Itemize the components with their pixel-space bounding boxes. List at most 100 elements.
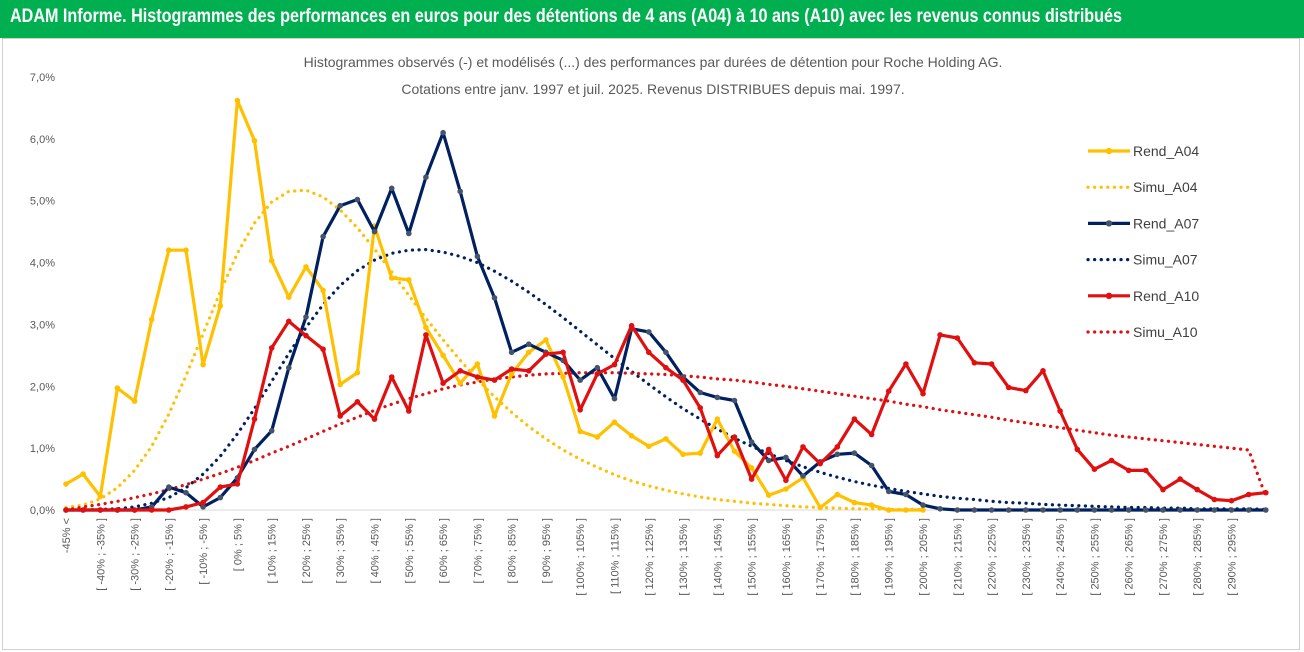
data-point [594, 364, 601, 371]
data-point [440, 129, 446, 136]
data-point [148, 507, 155, 513]
legend-item-rend-a10: Rend_A10 [1088, 288, 1199, 304]
data-point [851, 499, 858, 506]
data-point [920, 390, 926, 397]
data-point [765, 446, 772, 453]
data-point [1040, 507, 1046, 513]
data-point [1040, 368, 1046, 374]
data-point [183, 489, 189, 496]
data-point [1125, 467, 1132, 474]
data-point [234, 97, 241, 104]
data-point [320, 287, 326, 294]
legend-marker [1105, 220, 1113, 227]
data-point [680, 451, 686, 458]
data-point [474, 361, 481, 367]
legend-marker [1105, 292, 1113, 299]
data-point [765, 457, 772, 464]
data-point [851, 450, 858, 456]
chart-area: Histogrammes observés (-) et modélisés (… [2, 38, 1300, 650]
data-point [543, 337, 549, 343]
y-tick-label: 7,0% [30, 72, 55, 84]
x-tick-label: [ 290% ; 295% ] [1227, 518, 1239, 596]
data-point [166, 484, 172, 490]
data-point [148, 316, 155, 323]
data-point [748, 465, 755, 471]
legend-item-simu-a07: Simu_A07 [1086, 252, 1198, 268]
data-point [303, 332, 309, 339]
x-tick-label: [ 190% ; 195% ] [884, 518, 896, 596]
data-point [200, 499, 206, 506]
data-point [1005, 507, 1012, 513]
data-point [526, 341, 532, 348]
data-point [765, 492, 772, 499]
data-point [868, 502, 875, 508]
data-point [1160, 507, 1166, 513]
data-point [646, 349, 652, 356]
data-point [1108, 457, 1115, 464]
x-tick-label: [ 0% ; 5% ] [232, 518, 244, 571]
x-tick-label: [ 10% ; 15% ] [267, 518, 279, 583]
data-point [114, 507, 121, 513]
data-point [697, 450, 703, 456]
header-title: ADAM Informe. Histogrammes des performan… [10, 6, 1123, 27]
data-point [320, 346, 326, 353]
x-tick-label: [ -10% ; -5% ] [198, 518, 210, 585]
x-tick-label: [ 70% ; 75% ] [472, 518, 484, 583]
x-tick-label: [ 140% ; 145% ] [712, 518, 724, 596]
data-point [1177, 507, 1183, 513]
legend-item-simu-a04: Simu_A04 [1086, 179, 1198, 195]
data-point [423, 332, 429, 338]
data-point [920, 507, 926, 513]
data-point [474, 253, 481, 260]
data-point [560, 374, 566, 380]
data-point [217, 494, 224, 501]
legend-label: Simu_A07 [1133, 252, 1198, 268]
x-axis: -45% < [ -40% ; -35% ] [ -30% ; -25% ] [ -2… [61, 509, 1266, 596]
data-point [80, 507, 86, 513]
data-point [200, 361, 206, 368]
data-point [131, 398, 138, 404]
data-point [971, 507, 978, 513]
chart-svg: Histogrammes observés (-) et modélisés (… [30, 54, 1269, 596]
x-tick-label: [ 270% ; 275% ] [1158, 518, 1170, 596]
data-point [286, 294, 292, 300]
data-point [131, 507, 138, 513]
y-tick-label: 4,0% [30, 258, 55, 270]
y-tick-label: 5,0% [30, 196, 55, 208]
x-tick-label: [ -20% ; -15% ] [164, 518, 176, 591]
data-point [1228, 497, 1235, 504]
data-point [1125, 507, 1132, 513]
series-rend-a04 [63, 97, 926, 513]
data-point [1005, 384, 1012, 391]
series-line [64, 247, 1268, 512]
data-point [406, 277, 412, 283]
data-point [1211, 496, 1218, 503]
data-point [783, 477, 789, 484]
legend: Rend_A04 Simu_A04 Rend_A07 Simu_A07 Rend_A10… [1086, 143, 1199, 340]
x-tick-label: [ 110% ; 115% ] [609, 518, 621, 594]
data-point [903, 491, 909, 498]
data-point [251, 137, 258, 144]
data-point [663, 364, 669, 371]
data-point [63, 481, 69, 487]
data-point [1143, 467, 1149, 474]
data-point [851, 416, 858, 422]
legend-label: Rend_A10 [1133, 288, 1199, 304]
data-point [457, 380, 464, 387]
data-point [748, 476, 755, 482]
data-point [988, 507, 995, 513]
x-tick-label: [ 20% ; 25% ] [301, 518, 313, 583]
data-point [646, 443, 652, 450]
data-point [388, 185, 395, 192]
data-point [183, 247, 189, 253]
data-point [491, 413, 498, 419]
data-point [1263, 489, 1269, 496]
data-point [885, 388, 892, 395]
x-tick-label: [ 40% ; 45% ] [370, 518, 382, 583]
data-point [406, 230, 412, 237]
data-point [388, 275, 395, 281]
data-point [800, 473, 806, 479]
data-point [80, 471, 86, 477]
data-point [731, 397, 738, 404]
data-point [885, 507, 892, 513]
